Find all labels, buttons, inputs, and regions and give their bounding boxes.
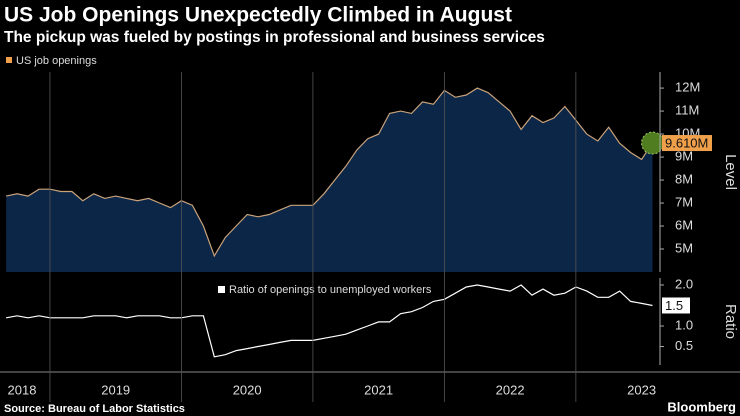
- y-tick-label: 11M: [675, 103, 699, 118]
- last-value-box: [662, 297, 690, 314]
- brand: Bloomberg: [667, 399, 736, 414]
- y-tick-label: 12M: [675, 80, 700, 95]
- x-tick-label: 2018: [8, 382, 37, 397]
- line: [5, 87, 653, 258]
- x-tick-label: 2023: [627, 382, 656, 397]
- y-tick-label: 8M: [675, 171, 693, 186]
- x-tick-label: 2020: [233, 382, 262, 397]
- x-tick-label: 2022: [496, 382, 525, 397]
- y-axis-title: Level: [722, 154, 739, 190]
- last-value-label: 9.610M: [665, 135, 708, 150]
- legend-swatch: [6, 57, 12, 63]
- y-tick-label: 0.5: [675, 338, 693, 353]
- last-value-box: [662, 135, 712, 152]
- y-tick-label: 2.0: [675, 276, 693, 291]
- legend-label: Ratio of openings to unemployed workers: [229, 284, 432, 296]
- source: Source: Bureau of Labor Statistics: [4, 403, 185, 415]
- area: [6, 88, 653, 272]
- line: [5, 284, 653, 358]
- y-tick-label: 7M: [675, 194, 693, 209]
- chart-title: US Job Openings Unexpectedly Climbed in …: [4, 4, 512, 27]
- last-value-label: 1.5: [665, 298, 683, 313]
- y-tick-label: 5M: [675, 240, 693, 255]
- y-tick-label: 1.0: [675, 317, 693, 332]
- y-axis-title: Ratio: [722, 304, 739, 339]
- legend-label: US job openings: [16, 55, 97, 67]
- legend-swatch: [218, 286, 225, 293]
- y-tick-label: 9M: [675, 148, 693, 163]
- x-tick-label: 2021: [364, 382, 393, 397]
- chart-subtitle: The pickup was fueled by postings in pro…: [4, 29, 545, 46]
- x-tick-label: 2019: [101, 382, 130, 397]
- y-tick-label: 6M: [675, 217, 693, 232]
